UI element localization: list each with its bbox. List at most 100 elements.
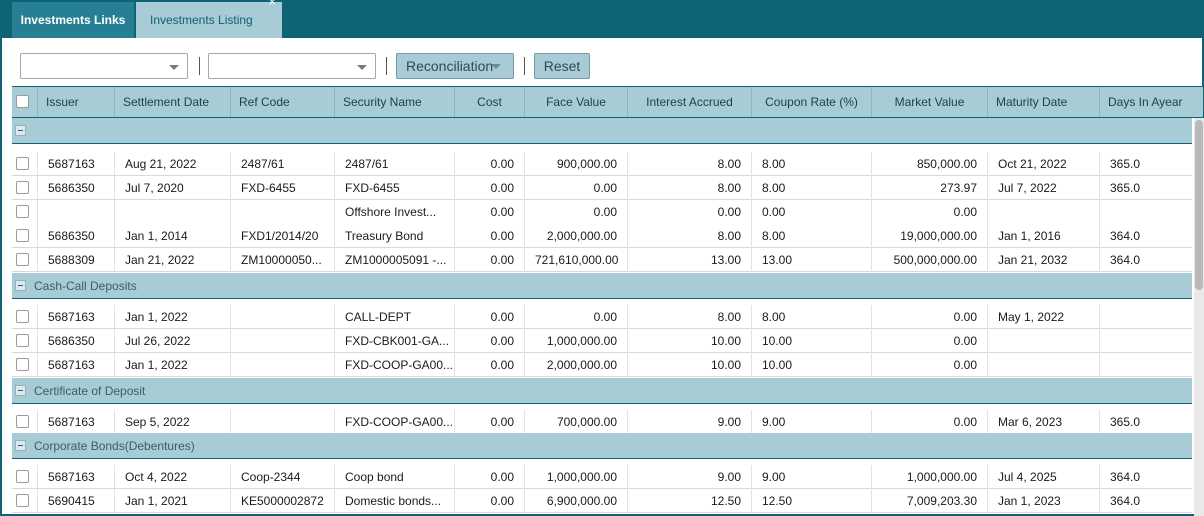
- row-checkbox[interactable]: [16, 253, 29, 266]
- table-row[interactable]: 5687163 Oct 4, 2022 Coop-2344 Coop bond 0.00…: [12, 465, 1192, 489]
- table-row[interactable]: 5687163 Jan 1, 2022 FXD-COOP-GA00... 0.00 2,…: [12, 353, 1192, 377]
- collapse-icon[interactable]: [15, 385, 26, 396]
- table-cell: Jan 1, 2022: [115, 353, 231, 377]
- collapse-icon[interactable]: [15, 125, 26, 136]
- table-cell: 0.00: [455, 248, 525, 272]
- row-checkbox[interactable]: [16, 494, 29, 507]
- scrollbar-thumb[interactable]: [1195, 120, 1203, 290]
- row-checkbox[interactable]: [16, 181, 29, 194]
- column-header-ref-code[interactable]: Ref Code: [231, 87, 335, 117]
- table-cell: 5686350: [38, 329, 115, 353]
- row-checkbox[interactable]: [16, 334, 29, 347]
- table-cell: 0.00: [872, 410, 988, 434]
- table-row[interactable]: 5686350 Jul 7, 2020 FXD-6455 FXD-6455 0.00 0.…: [12, 176, 1192, 200]
- table-cell: 10.00: [752, 329, 872, 353]
- table-row[interactable]: 5687163 Aug 21, 2022 2487/61 2487/61 0.00 900…: [12, 152, 1192, 176]
- group-header[interactable]: Cash-Call Deposits: [12, 273, 1192, 299]
- reset-button[interactable]: Reset: [534, 53, 590, 79]
- column-header-maturity-date[interactable]: Maturity Date: [988, 87, 1100, 117]
- select-all-checkbox[interactable]: [16, 95, 29, 108]
- table-cell: 0.00: [455, 305, 525, 329]
- group-header[interactable]: Corporate Bonds(Debentures): [12, 433, 1192, 459]
- table-cell: Treasury Bond: [335, 224, 455, 248]
- table-row[interactable]: 5686350 Jan 1, 2014 FXD1/2014/20 Treasury B…: [12, 224, 1192, 248]
- row-checkbox[interactable]: [16, 157, 29, 170]
- table-cell: Jul 4, 2025: [988, 465, 1100, 489]
- table-cell: 1,000,000.00: [525, 465, 628, 489]
- column-header-face-value[interactable]: Face Value: [525, 87, 628, 117]
- table-cell: 2,000,000.00: [525, 353, 628, 377]
- table-cell: 5690415: [38, 489, 115, 513]
- table-cell: [231, 329, 335, 353]
- table-cell: May 1, 2022: [988, 305, 1100, 329]
- column-header-days-in-ayear[interactable]: Days In Ayear: [1108, 95, 1183, 109]
- column-header-cost[interactable]: Cost: [455, 87, 525, 117]
- chevron-down-icon: [491, 64, 501, 69]
- table-cell: [988, 200, 1100, 224]
- row-select-cell: [12, 152, 38, 176]
- table-cell: 2,000,000.00: [525, 224, 628, 248]
- group-header[interactable]: [12, 118, 1192, 144]
- tab-investments-links[interactable]: Investments Links: [12, 2, 134, 38]
- investments-grid: Issuer Settlement Date Ref Code Security…: [12, 86, 1203, 514]
- column-header-coupon-rate[interactable]: Coupon Rate (%): [752, 87, 872, 117]
- group-header[interactable]: Certificate of Deposit: [12, 378, 1192, 404]
- table-cell: 12.50: [628, 489, 752, 513]
- table-cell: 13.00: [752, 248, 872, 272]
- row-checkbox[interactable]: [16, 229, 29, 242]
- table-cell: 0.00: [455, 489, 525, 513]
- table-cell: Jan 1, 2021: [115, 489, 231, 513]
- close-icon[interactable]: ×: [268, 0, 276, 9]
- table-cell: Mar 6, 2023: [988, 410, 1100, 434]
- filter-select-2[interactable]: [208, 53, 376, 79]
- table-cell: 0.00: [455, 176, 525, 200]
- collapse-icon[interactable]: [15, 280, 26, 291]
- column-header-settlement-date[interactable]: Settlement Date: [115, 87, 231, 117]
- table-cell: Coop bond: [335, 465, 455, 489]
- filter-select-1[interactable]: [20, 53, 188, 79]
- table-cell: 13.00: [628, 248, 752, 272]
- row-checkbox[interactable]: [16, 205, 29, 218]
- table-cell: 5687163: [38, 305, 115, 329]
- column-header-security-name[interactable]: Security Name: [335, 87, 455, 117]
- tab-investments-listing[interactable]: Investments Listing ×: [136, 0, 282, 38]
- table-row[interactable]: 5687163 Jan 1, 2022 CALL-DEPT 0.00 0.00 8.00 8…: [12, 305, 1192, 329]
- toolbar-divider: [524, 57, 525, 75]
- table-row[interactable]: 5690415 Jan 1, 2021 KE5000002872 Domestic b…: [12, 489, 1192, 513]
- row-checkbox[interactable]: [16, 358, 29, 371]
- collapse-icon[interactable]: [15, 440, 26, 451]
- table-cell: 5687163: [38, 152, 115, 176]
- table-row[interactable]: 5687163 Sep 5, 2022 FXD-COOP-GA00... 0.00 70…: [12, 410, 1192, 434]
- row-select-cell: [12, 353, 38, 377]
- table-cell: 0.00: [628, 200, 752, 224]
- row-checkbox[interactable]: [16, 310, 29, 323]
- table-cell: CALL-DEPT: [335, 305, 455, 329]
- table-cell: [988, 329, 1100, 353]
- row-select-cell: [12, 200, 38, 224]
- column-header-market-value[interactable]: Market Value: [872, 87, 988, 117]
- table-cell: [1100, 305, 1192, 329]
- table-row[interactable]: 5686350 Jul 26, 2022 FXD-CBK001-GA... 0.00 1…: [12, 329, 1192, 353]
- column-header-issuer[interactable]: Issuer: [38, 87, 115, 117]
- table-cell: FXD-COOP-GA00...: [335, 353, 455, 377]
- table-row[interactable]: 5688309 Jan 21, 2022 ZM10000050... ZM100000…: [12, 248, 1192, 272]
- table-cell: ZM10000050...: [231, 248, 335, 272]
- table-cell: 0.00: [455, 200, 525, 224]
- table-cell: Jul 7, 2020: [115, 176, 231, 200]
- reconciliation-dropdown-button[interactable]: Reconciliation: [396, 53, 514, 79]
- table-cell: 9.00: [752, 410, 872, 434]
- table-cell: 5688309: [38, 248, 115, 272]
- toolbar-divider: [199, 57, 200, 75]
- table-cell: FXD-CBK001-GA...: [335, 329, 455, 353]
- vertical-scrollbar[interactable]: [1194, 118, 1204, 516]
- table-cell: 700,000.00: [525, 410, 628, 434]
- row-checkbox[interactable]: [16, 470, 29, 483]
- tab-bar: Investments Links Investments Listing ×: [0, 0, 1204, 38]
- row-checkbox[interactable]: [16, 415, 29, 428]
- column-header-interest-accrued[interactable]: Interest Accrued: [628, 87, 752, 117]
- table-cell: [988, 353, 1100, 377]
- table-cell: Sep 5, 2022: [115, 410, 231, 434]
- table-row[interactable]: Offshore Invest... 0.00 0.00 0.00 0.00 0.00: [12, 200, 1192, 224]
- table-cell: 1,000,000.00: [872, 465, 988, 489]
- table-cell: 721,610,000.00: [525, 248, 628, 272]
